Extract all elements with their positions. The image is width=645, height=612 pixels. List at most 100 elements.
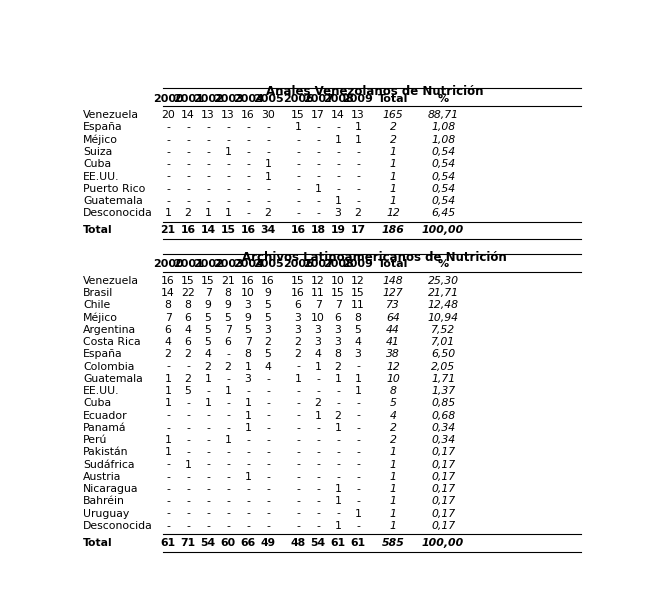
Text: 1: 1 — [224, 147, 232, 157]
Text: 2: 2 — [164, 349, 172, 359]
Text: -: - — [166, 521, 170, 531]
Text: 1: 1 — [335, 496, 341, 506]
Text: 1: 1 — [164, 398, 172, 408]
Text: -: - — [246, 184, 250, 194]
Text: -: - — [246, 135, 250, 145]
Text: -: - — [246, 147, 250, 157]
Text: -: - — [296, 171, 300, 182]
Text: -: - — [186, 521, 190, 531]
Text: 1,37: 1,37 — [431, 386, 455, 396]
Text: -: - — [226, 196, 230, 206]
Text: 2000: 2000 — [153, 259, 183, 269]
Text: 1: 1 — [335, 374, 341, 384]
Text: -: - — [206, 460, 210, 469]
Text: 1: 1 — [335, 196, 341, 206]
Text: -: - — [296, 386, 300, 396]
Text: 3: 3 — [315, 337, 321, 347]
Text: 22: 22 — [181, 288, 195, 298]
Text: -: - — [186, 171, 190, 182]
Text: 2006: 2006 — [283, 94, 313, 103]
Text: Desconocida: Desconocida — [83, 208, 153, 218]
Text: 10: 10 — [331, 276, 345, 286]
Text: 2,05: 2,05 — [431, 362, 455, 371]
Text: 6: 6 — [184, 337, 192, 347]
Text: -: - — [316, 122, 320, 132]
Text: 1: 1 — [184, 460, 192, 469]
Text: -: - — [246, 460, 250, 469]
Text: Venezuela: Venezuela — [83, 276, 139, 286]
Text: -: - — [336, 159, 340, 170]
Text: 2: 2 — [335, 411, 341, 420]
Text: 100,00: 100,00 — [422, 538, 464, 548]
Text: -: - — [206, 411, 210, 420]
Text: -: - — [266, 484, 270, 494]
Text: 0,54: 0,54 — [431, 196, 455, 206]
Text: 2: 2 — [204, 362, 212, 371]
Text: 1: 1 — [264, 159, 272, 170]
Text: EE.UU.: EE.UU. — [83, 171, 119, 182]
Text: -: - — [166, 509, 170, 518]
Text: 5: 5 — [355, 325, 361, 335]
Text: 1: 1 — [244, 398, 252, 408]
Text: 1: 1 — [390, 472, 397, 482]
Text: 10: 10 — [311, 313, 325, 323]
Text: -: - — [206, 171, 210, 182]
Text: -: - — [316, 460, 320, 469]
Text: 2: 2 — [184, 374, 192, 384]
Text: Pakistán: Pakistán — [83, 447, 128, 457]
Text: -: - — [166, 122, 170, 132]
Text: 0,54: 0,54 — [431, 171, 455, 182]
Text: -: - — [296, 159, 300, 170]
Text: -: - — [356, 484, 360, 494]
Text: 17: 17 — [350, 225, 366, 236]
Text: 1: 1 — [335, 423, 341, 433]
Text: -: - — [316, 484, 320, 494]
Text: -: - — [316, 374, 320, 384]
Text: 21: 21 — [221, 276, 235, 286]
Text: 9: 9 — [264, 288, 272, 298]
Text: -: - — [246, 208, 250, 218]
Text: -: - — [266, 135, 270, 145]
Text: 3: 3 — [264, 325, 272, 335]
Text: 16: 16 — [161, 276, 175, 286]
Text: -: - — [336, 509, 340, 518]
Text: 1: 1 — [224, 208, 232, 218]
Text: -: - — [296, 362, 300, 371]
Text: 2: 2 — [295, 337, 301, 347]
Text: -: - — [166, 496, 170, 506]
Text: 73: 73 — [386, 300, 400, 310]
Text: -: - — [296, 435, 300, 445]
Text: 66: 66 — [241, 538, 255, 548]
Text: -: - — [226, 349, 230, 359]
Text: Venezuela: Venezuela — [83, 110, 139, 120]
Text: -: - — [296, 411, 300, 420]
Text: -: - — [206, 135, 210, 145]
Text: -: - — [316, 447, 320, 457]
Text: 1: 1 — [355, 135, 361, 145]
Text: -: - — [186, 435, 190, 445]
Text: 9: 9 — [204, 300, 212, 310]
Text: Puerto Rico: Puerto Rico — [83, 184, 146, 194]
Text: 7: 7 — [204, 288, 212, 298]
Text: 17: 17 — [311, 110, 325, 120]
Text: 2: 2 — [264, 337, 272, 347]
Text: 585: 585 — [382, 538, 404, 548]
Text: Suiza: Suiza — [83, 147, 112, 157]
Text: 1: 1 — [295, 122, 301, 132]
Text: Cuba: Cuba — [83, 159, 111, 170]
Text: -: - — [296, 135, 300, 145]
Text: -: - — [266, 423, 270, 433]
Text: 3: 3 — [315, 325, 321, 335]
Text: 7,52: 7,52 — [431, 325, 455, 335]
Text: -: - — [206, 496, 210, 506]
Text: 15: 15 — [291, 110, 305, 120]
Text: 2001: 2001 — [173, 94, 203, 103]
Text: -: - — [246, 171, 250, 182]
Text: -: - — [266, 122, 270, 132]
Text: -: - — [266, 472, 270, 482]
Text: -: - — [316, 423, 320, 433]
Text: 16: 16 — [241, 225, 255, 236]
Text: 2009: 2009 — [342, 259, 373, 269]
Text: -: - — [316, 386, 320, 396]
Text: -: - — [166, 460, 170, 469]
